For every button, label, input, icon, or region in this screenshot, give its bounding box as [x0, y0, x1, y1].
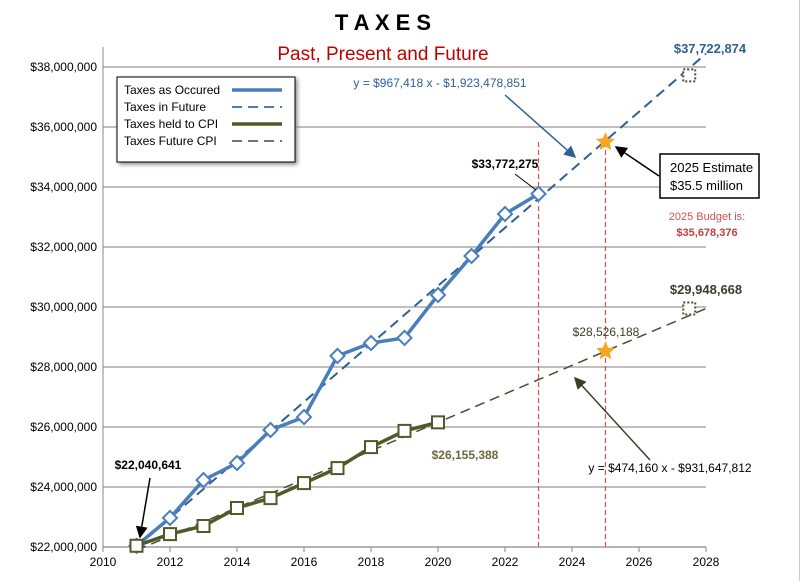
data-point	[295, 408, 313, 426]
x-tick-label: 2026	[626, 555, 653, 569]
x-tick-label: 2024	[559, 555, 586, 569]
data-point	[196, 519, 211, 533]
y-tick-label: $28,000,000	[30, 360, 97, 374]
budget-value: $35,678,376	[676, 227, 737, 239]
data-point	[429, 286, 447, 304]
data-point	[163, 527, 177, 542]
data-point	[530, 185, 547, 203]
y-tick-label: $30,000,000	[30, 300, 97, 314]
legend-label: Taxes in Future	[124, 100, 206, 114]
data-point	[129, 538, 144, 553]
legend-label: Taxes held to CPI	[124, 117, 218, 131]
series-line	[135, 420, 439, 548]
star-marker	[596, 341, 615, 360]
x-tick-label: 2018	[358, 555, 385, 569]
data-point	[161, 509, 179, 527]
trend-line	[136, 307, 707, 552]
label-last-cpi: $26,155,388	[432, 448, 499, 462]
equation-blue: y = $967,418 x - $1,923,478,851	[353, 76, 526, 90]
x-tick-label: 2010	[90, 555, 117, 569]
chart-title: T A X E S	[335, 10, 431, 35]
y-tick-label: $26,000,000	[30, 420, 97, 434]
leader-line	[514, 173, 537, 191]
arrow	[573, 376, 651, 461]
x-tick-label: 2020	[425, 555, 452, 569]
y-tick-label: $38,000,000	[30, 60, 97, 74]
data-point	[362, 334, 380, 352]
budget-label: 2025 Budget is:	[669, 211, 745, 223]
data-point	[262, 421, 279, 439]
estimate-callout: 2025 Estimate $35.5 million	[659, 153, 760, 199]
arrow	[614, 146, 660, 177]
label-future-cpi: $29,948,668	[670, 282, 742, 297]
y-tick-label: $24,000,000	[30, 480, 97, 494]
data-point	[397, 423, 412, 438]
trend-line	[135, 52, 707, 548]
star-marker	[596, 132, 615, 151]
x-tick-label: 2016	[291, 555, 318, 569]
y-tick-label: $36,000,000	[30, 120, 97, 134]
equation-cpi: y = $474,160 x - $931,647,812	[588, 461, 751, 475]
data-point	[195, 471, 212, 489]
arrow	[135, 477, 151, 539]
future-point	[682, 301, 697, 316]
data-point	[329, 347, 346, 365]
svg-text:2025 Estimate: 2025 Estimate	[670, 160, 753, 175]
legend-label: Taxes as Occured	[124, 83, 220, 97]
data-point	[396, 329, 413, 347]
data-point	[496, 205, 514, 223]
data-point	[230, 501, 244, 515]
label-last-actual: $33,772,275	[472, 157, 539, 171]
legend-label: Taxes Future CPI	[124, 134, 217, 148]
data-point	[431, 415, 445, 430]
svg-text:$35.5 million: $35.5 million	[670, 178, 743, 193]
data-point	[263, 491, 278, 506]
x-tick-label: 2014	[224, 555, 251, 569]
data-point	[364, 440, 378, 455]
legend: Taxes as Occured Taxes in Future Taxes h…	[116, 76, 296, 163]
data-point	[297, 476, 311, 491]
label-star-cpi: $28,526,188	[573, 325, 640, 339]
label-future-blue: $37,722,874	[674, 41, 747, 56]
data-point	[330, 461, 345, 476]
chart-subtitle: Past, Present and Future	[277, 44, 488, 65]
y-tick-label: $22,000,000	[30, 540, 97, 554]
y-tick-label: $32,000,000	[30, 240, 97, 254]
label-start: $22,040,641	[115, 458, 182, 472]
data-point	[463, 247, 480, 265]
x-tick-label: 2022	[492, 555, 519, 569]
future-point	[682, 68, 697, 83]
data-point	[228, 454, 246, 472]
x-tick-label: 2012	[157, 555, 184, 569]
x-tick-label: 2028	[693, 555, 720, 569]
y-tick-label: $34,000,000	[30, 180, 97, 194]
arrow	[504, 94, 577, 158]
